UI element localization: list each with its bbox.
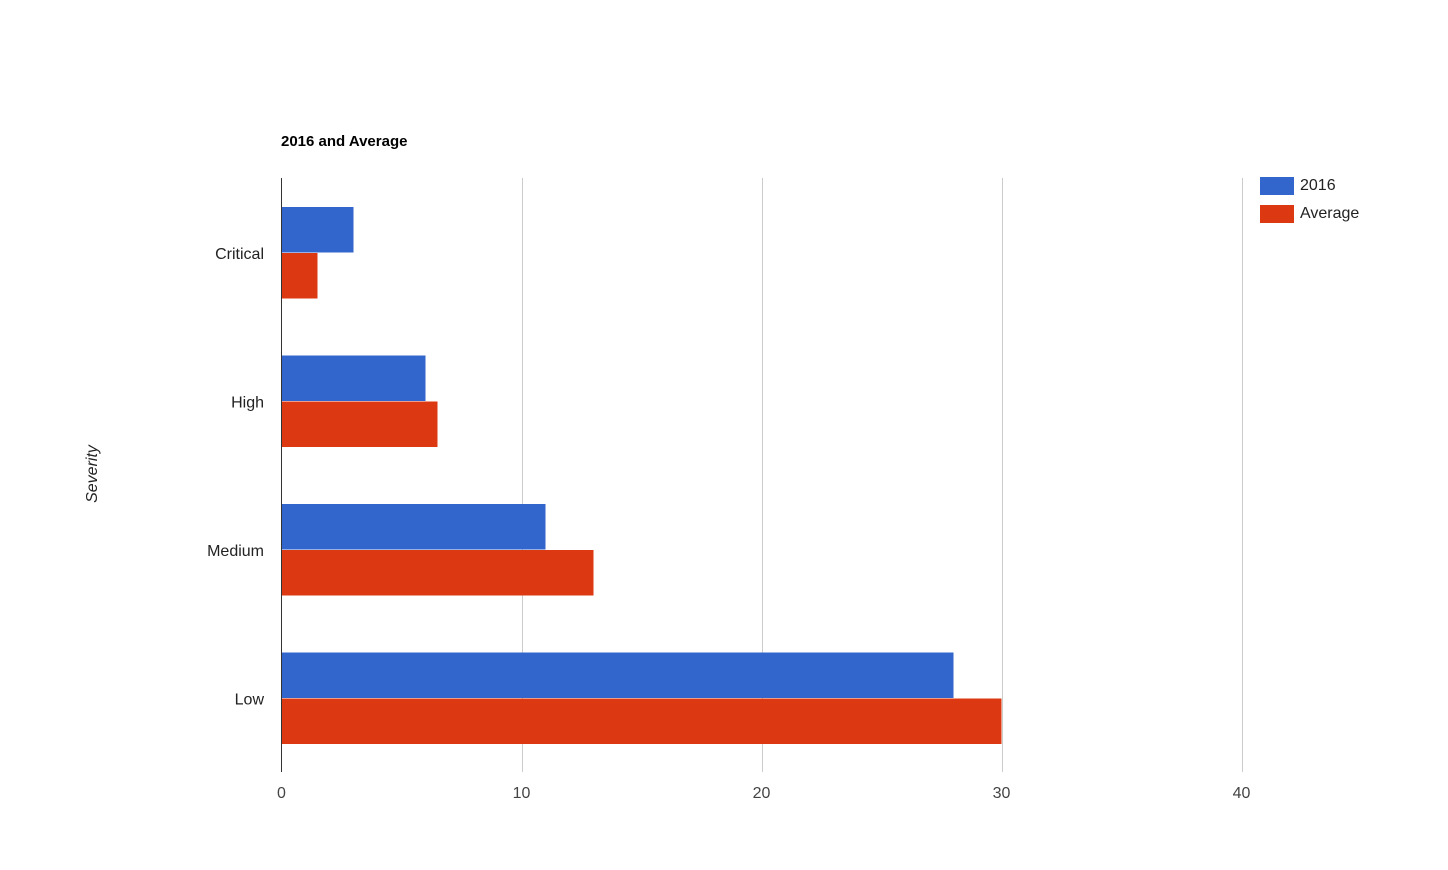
x-tick-label-40: 40	[1233, 785, 1251, 802]
bar-critical-average[interactable]	[281, 253, 318, 299]
category-label-low: Low	[235, 691, 265, 708]
legend-item-average[interactable]: Average	[1260, 204, 1359, 224]
category-label-medium: Medium	[207, 543, 264, 560]
x-tick-label-20: 20	[753, 785, 771, 802]
bar-high-average[interactable]	[281, 401, 438, 448]
category-label-high: High	[231, 394, 264, 411]
bar-medium-2016[interactable]	[281, 504, 546, 550]
chart-title: 2016 and Average	[281, 133, 408, 150]
bar-low-average[interactable]	[281, 698, 1002, 745]
category-labels: Critical High Medium Low	[207, 246, 264, 709]
legend-label-average: Average	[1300, 205, 1360, 222]
legend-label-2016: 2016	[1300, 177, 1336, 194]
x-tick-label-10: 10	[513, 785, 531, 802]
legend-swatch-2016	[1260, 177, 1294, 195]
bars	[281, 207, 1002, 745]
legend-swatch-average	[1260, 205, 1294, 223]
bar-low-2016[interactable]	[281, 652, 954, 699]
x-tick-label-30: 30	[993, 785, 1011, 802]
category-label-critical: Critical	[215, 246, 264, 263]
x-tick-labels: 0 10 20 30 40	[277, 785, 1250, 802]
legend: 2016 Average	[1260, 176, 1359, 232]
bar-high-2016[interactable]	[281, 355, 426, 402]
bar-medium-average[interactable]	[281, 550, 594, 596]
legend-item-2016[interactable]: 2016	[1260, 176, 1359, 196]
x-tick-label-0: 0	[277, 785, 286, 802]
bar-critical-2016[interactable]	[281, 207, 354, 253]
